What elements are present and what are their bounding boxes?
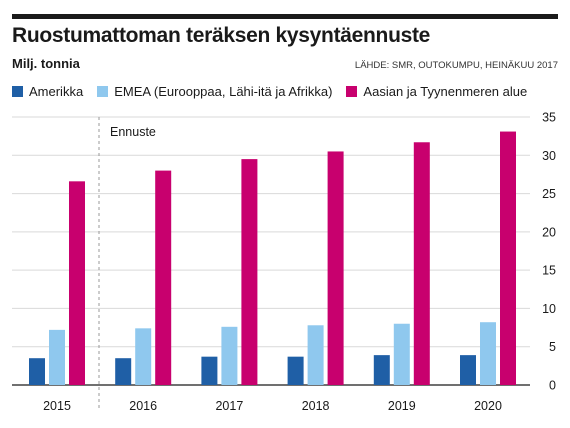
legend-swatch-amerikka bbox=[12, 86, 23, 97]
title-rule bbox=[12, 14, 558, 19]
y-tick-label: 15 bbox=[542, 264, 556, 278]
legend: Amerikka EMEA (Eurooppaa, Lähi-itä ja Af… bbox=[12, 84, 541, 99]
bar bbox=[29, 358, 45, 385]
y-tick-label: 0 bbox=[549, 379, 556, 393]
y-tick-label: 35 bbox=[542, 111, 556, 125]
bar bbox=[201, 356, 218, 385]
bar bbox=[135, 328, 152, 385]
bar bbox=[287, 356, 304, 385]
bar bbox=[69, 181, 85, 385]
bar bbox=[480, 322, 496, 385]
x-tick-label: 2017 bbox=[215, 399, 243, 413]
legend-label-aasia: Aasian ja Tyynenmeren alue bbox=[363, 84, 528, 99]
bar bbox=[373, 355, 390, 385]
legend-item-aasia: Aasian ja Tyynenmeren alue bbox=[346, 84, 527, 99]
y-tick-label: 30 bbox=[542, 149, 556, 163]
bar bbox=[500, 131, 516, 385]
legend-item-amerikka: Amerikka bbox=[12, 84, 83, 99]
bar bbox=[241, 159, 258, 385]
legend-label-amerikka: Amerikka bbox=[29, 84, 84, 99]
y-tick-label: 25 bbox=[542, 187, 556, 201]
x-tick-label: 2020 bbox=[474, 399, 502, 413]
bar bbox=[413, 142, 430, 385]
legend-swatch-emea bbox=[97, 86, 109, 97]
legend-label-emea: EMEA (Eurooppaa, Lähi-itä ja Afrikka) bbox=[114, 84, 333, 99]
source-note: LÄHDE: SMR, OUTOKUMPU, HEINÄKUU 2017 bbox=[354, 60, 558, 71]
bar bbox=[460, 355, 476, 385]
legend-swatch-aasia bbox=[346, 86, 358, 97]
legend-item-emea: EMEA (Eurooppaa, Lähi-itä ja Afrikka) bbox=[97, 84, 332, 99]
bar bbox=[221, 326, 238, 385]
y-tick-label: 10 bbox=[542, 302, 556, 316]
x-tick-label: 2018 bbox=[302, 399, 330, 413]
bar bbox=[115, 358, 132, 385]
bar bbox=[393, 323, 410, 385]
y-tick-label: 5 bbox=[549, 340, 556, 354]
x-tick-label: 2015 bbox=[43, 399, 71, 413]
chart-title: Ruostumattoman teräksen kysyntäennuste bbox=[12, 24, 431, 47]
x-tick-label: 2019 bbox=[388, 399, 416, 413]
forecast-annotation: Ennuste bbox=[110, 125, 156, 139]
x-tick-label: 2016 bbox=[129, 399, 157, 413]
bar bbox=[49, 329, 65, 385]
bar bbox=[155, 170, 172, 385]
unit-label: Milj. tonnia bbox=[12, 56, 80, 71]
bar bbox=[307, 325, 324, 385]
y-tick-label: 20 bbox=[542, 225, 556, 239]
bar bbox=[327, 151, 344, 385]
